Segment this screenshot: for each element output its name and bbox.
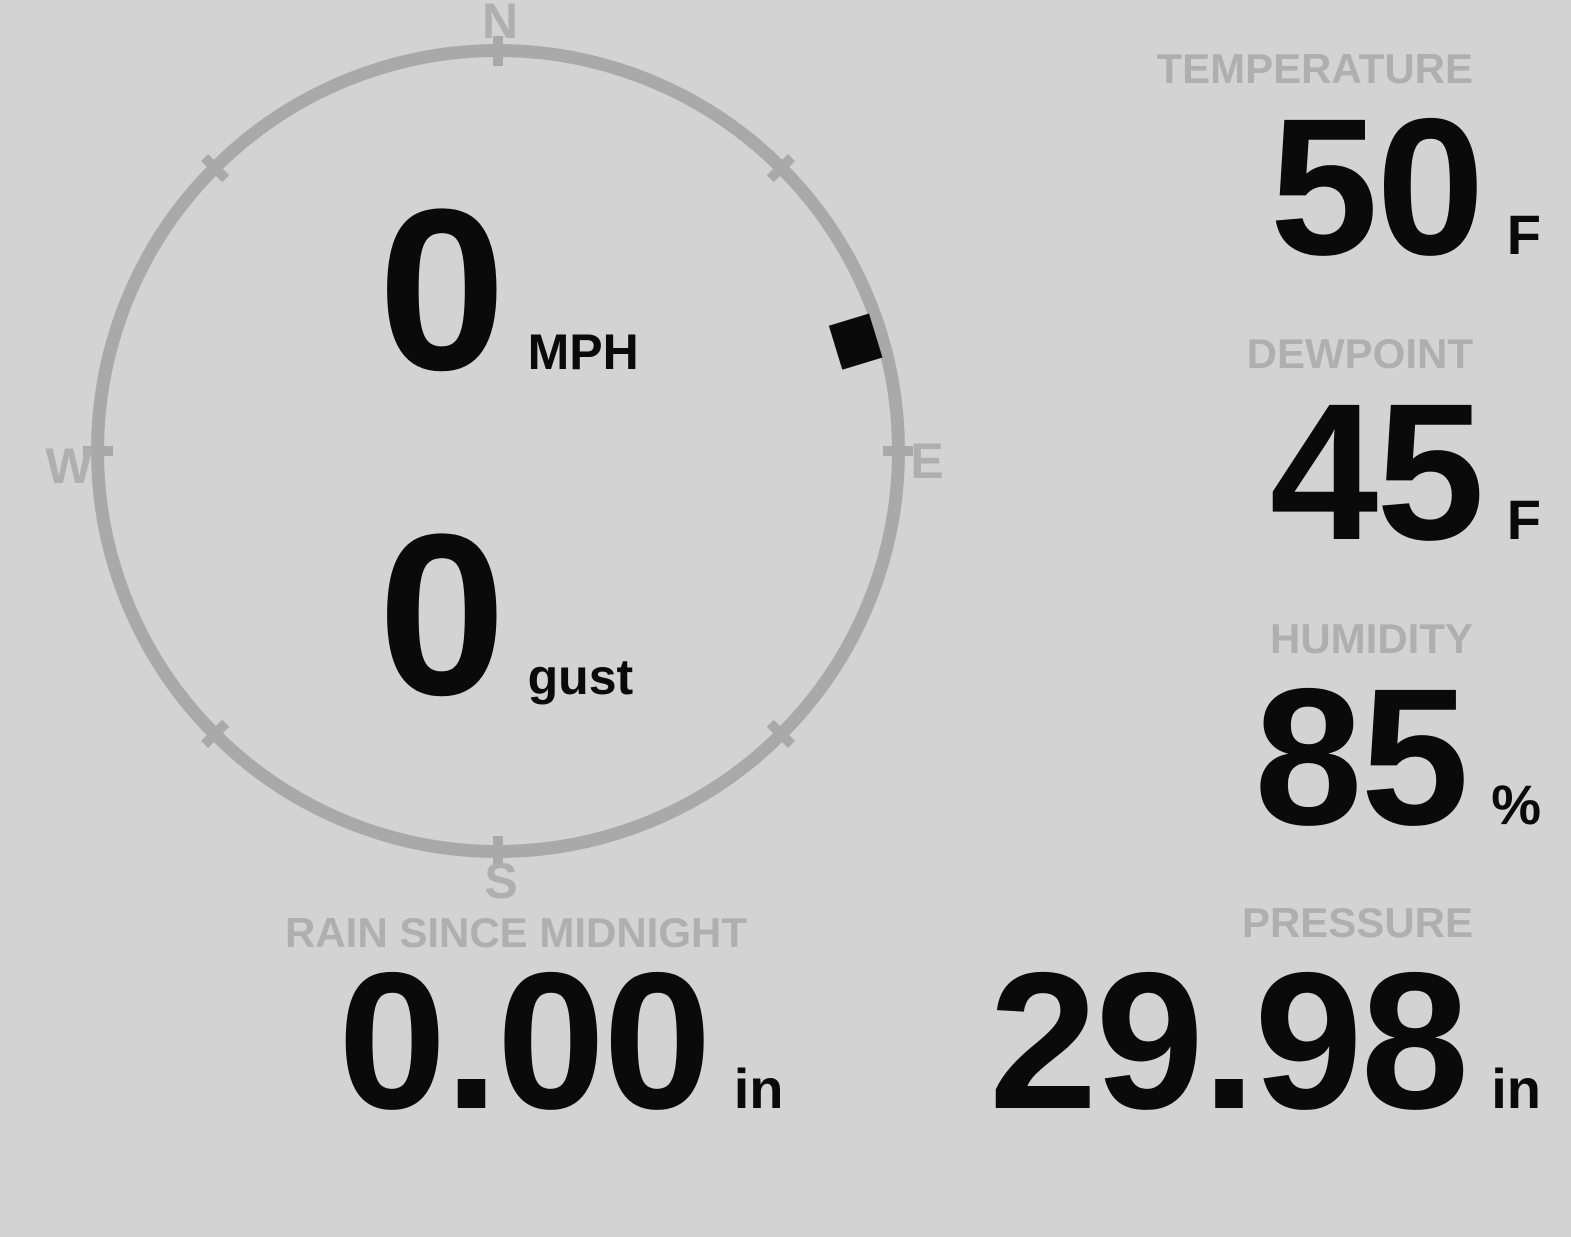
rain-readout: 0.00 in [338, 944, 784, 1139]
dewpoint-unit: F [1506, 488, 1541, 551]
compass-label-west: W [45, 438, 93, 494]
dewpoint-readout: 45 F [1270, 375, 1541, 570]
humidity-label: HUMIDITY [1270, 615, 1473, 662]
rain-value: 0.00 [338, 932, 712, 1150]
humidity-value: 85 [1254, 648, 1469, 866]
wind-gust-value: 0 [378, 486, 506, 743]
compass-label-south: S [484, 853, 518, 909]
humidity-readout: 85 % [1254, 660, 1541, 855]
temperature-stat: TEMPERATURE 50 F [1156, 48, 1541, 285]
dewpoint-label: DEWPOINT [1246, 330, 1473, 377]
temperature-label: TEMPERATURE [1156, 45, 1473, 92]
temperature-readout: 50 F [1270, 90, 1541, 285]
dewpoint-stat: DEWPOINT 45 F [1247, 333, 1541, 570]
temperature-value: 50 [1269, 78, 1485, 296]
compass-tick [883, 446, 913, 456]
temperature-unit: F [1506, 203, 1541, 266]
wind-gust-readout: 0 gust [378, 500, 633, 730]
pressure-value: 29.98 [989, 932, 1469, 1150]
humidity-unit: % [1491, 773, 1541, 836]
compass-tick [493, 36, 503, 66]
compass-label-north: N [481, 0, 519, 49]
dewpoint-value: 45 [1269, 363, 1485, 581]
pressure-stat: PRESSURE 29.98 in [989, 902, 1541, 1139]
wind-speed-unit: MPH [527, 324, 639, 380]
rain-unit: in [733, 1057, 784, 1120]
wind-speed-readout: 0 MPH [378, 175, 639, 405]
pressure-label: PRESSURE [1241, 899, 1473, 946]
wind-speed-value: 0 [378, 161, 506, 418]
humidity-stat: HUMIDITY 85 % [1254, 618, 1541, 855]
rain-label: RAIN SINCE MIDNIGHT [285, 909, 747, 956]
pressure-readout: 29.98 in [989, 944, 1541, 1139]
pressure-unit: in [1491, 1057, 1541, 1120]
wind-gust-unit: gust [527, 649, 634, 705]
compass-label-east: E [910, 433, 944, 489]
